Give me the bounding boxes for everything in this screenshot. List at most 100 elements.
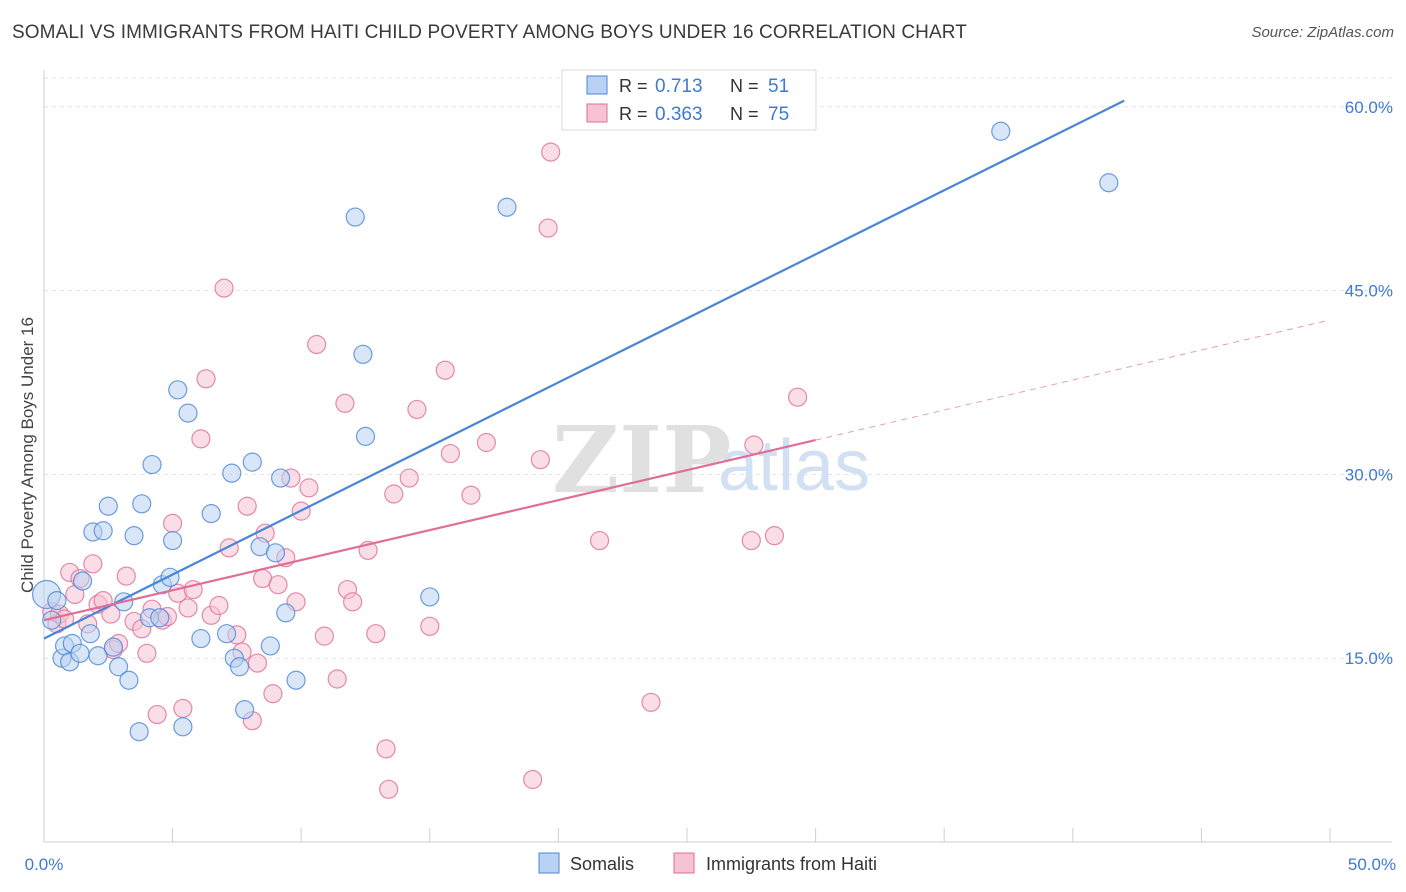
somalis-point bbox=[229, 657, 250, 677]
somalis-point bbox=[355, 426, 376, 446]
haiti-point bbox=[263, 684, 283, 704]
x-tick-label-max: 50.0% bbox=[1348, 855, 1396, 874]
y-tick-label: 15.0% bbox=[1345, 649, 1393, 668]
somalis-point bbox=[98, 496, 118, 516]
somalis-point bbox=[168, 380, 188, 400]
somalis-point bbox=[271, 468, 291, 488]
source-label: Source: ZipAtlas.com bbox=[1251, 24, 1394, 41]
y-tick-label: 30.0% bbox=[1345, 465, 1393, 484]
haiti-point bbox=[741, 530, 761, 551]
haiti-point bbox=[147, 704, 167, 725]
grid-lines bbox=[44, 77, 1392, 659]
haiti-point bbox=[399, 468, 419, 488]
haiti-point bbox=[541, 142, 561, 162]
haiti-point bbox=[314, 626, 334, 646]
somalis-point bbox=[108, 657, 129, 677]
haiti-point bbox=[268, 575, 288, 595]
haiti-point bbox=[538, 218, 558, 238]
y-tick-label: 45.0% bbox=[1345, 282, 1393, 301]
somalis-point bbox=[991, 121, 1011, 141]
haiti-point bbox=[420, 616, 440, 636]
somalis-point bbox=[70, 643, 90, 663]
y-tick-label: 60.0% bbox=[1345, 98, 1393, 117]
y-tick-labels: 15.0% 30.0% 45.0% 60.0% bbox=[1345, 98, 1393, 668]
haiti-point bbox=[137, 643, 157, 663]
somalis-point bbox=[72, 571, 93, 591]
legend-n-label-somalis: N = bbox=[730, 76, 759, 96]
haiti-point bbox=[530, 450, 550, 470]
haiti-point bbox=[116, 566, 136, 586]
haiti-point bbox=[407, 399, 427, 420]
legend-box: R = 0.713 N = 51 R = 0.363 N = 75 bbox=[561, 69, 817, 131]
haiti-point bbox=[219, 538, 239, 558]
bottom-legend-label-haiti: Immigrants from Haiti bbox=[706, 854, 877, 874]
somalis-point bbox=[420, 587, 440, 607]
somalis-point bbox=[163, 530, 183, 551]
haiti-point bbox=[83, 554, 103, 574]
haiti-point bbox=[435, 360, 455, 380]
legend-r-value-haiti: 0.363 bbox=[655, 104, 703, 125]
haiti-point bbox=[163, 513, 183, 533]
somalis-point bbox=[150, 608, 170, 628]
haiti-point bbox=[247, 653, 268, 673]
somalis-point bbox=[286, 670, 306, 690]
bottom-legend: Somalis Immigrants from Haiti bbox=[538, 852, 877, 874]
bottom-legend-swatch-somalis bbox=[538, 852, 560, 874]
haiti-point bbox=[327, 669, 347, 689]
somalis-point bbox=[276, 603, 296, 623]
somalis-point bbox=[103, 637, 124, 657]
haiti-trend-line bbox=[43, 438, 816, 622]
haiti-point bbox=[178, 598, 198, 618]
y-axis-title: Child Poverty Among Boys Under 16 bbox=[18, 317, 37, 593]
somalis-point bbox=[201, 503, 221, 524]
watermark-atlas: atlas bbox=[718, 426, 870, 506]
legend-n-value-somalis: 51 bbox=[768, 76, 789, 97]
somalis-point bbox=[124, 526, 144, 546]
legend-r-label-somalis: R = bbox=[619, 76, 648, 96]
haiti-point bbox=[173, 698, 193, 719]
somalis-point bbox=[47, 590, 67, 611]
somalis-point bbox=[235, 700, 255, 720]
chart-title: SOMALI VS IMMIGRANTS FROM HAITI CHILD PO… bbox=[12, 22, 967, 43]
legend-r-value-somalis: 0.713 bbox=[655, 76, 703, 97]
somalis-point bbox=[119, 670, 139, 690]
somalis-point bbox=[1099, 173, 1119, 193]
trend-lines bbox=[43, 99, 1331, 640]
somalis-point bbox=[142, 454, 162, 475]
haiti-point bbox=[440, 443, 460, 464]
somalis-point bbox=[497, 197, 517, 217]
somalis-point bbox=[132, 494, 152, 514]
somalis-point bbox=[160, 567, 180, 587]
legend-swatch-somalis bbox=[586, 75, 608, 95]
somalis-point bbox=[129, 722, 149, 742]
haiti-point bbox=[209, 595, 229, 616]
x-axis-ticks bbox=[43, 828, 1331, 842]
bottom-legend-swatch-haiti bbox=[673, 852, 695, 874]
haiti-point bbox=[461, 485, 481, 505]
haiti-point bbox=[191, 429, 211, 449]
haiti-point bbox=[589, 530, 610, 551]
legend-swatch-haiti bbox=[586, 103, 608, 123]
somalis-point bbox=[88, 646, 108, 666]
legend-r-label-haiti: R = bbox=[619, 104, 648, 124]
haiti-point bbox=[343, 592, 363, 612]
bottom-legend-label-somalis: Somalis bbox=[570, 854, 634, 874]
somalis-point bbox=[178, 403, 198, 423]
axes bbox=[43, 70, 1392, 843]
legend-n-value-haiti: 75 bbox=[768, 104, 789, 125]
somalis-point bbox=[345, 207, 365, 227]
haiti-point bbox=[366, 624, 386, 644]
somalis-trend-line bbox=[43, 99, 1125, 640]
haiti-point bbox=[476, 432, 496, 453]
somalis-point bbox=[242, 452, 262, 472]
haiti-point bbox=[307, 334, 327, 355]
x-tick-label-min: 0.0% bbox=[25, 855, 64, 874]
haiti-point bbox=[237, 496, 257, 516]
somalis-point bbox=[222, 463, 242, 483]
haiti-trend-extension bbox=[815, 319, 1331, 441]
somalis-point bbox=[93, 521, 113, 541]
haiti-point bbox=[384, 484, 404, 504]
haiti-point bbox=[335, 393, 355, 413]
legend-n-label-haiti: N = bbox=[730, 104, 759, 124]
